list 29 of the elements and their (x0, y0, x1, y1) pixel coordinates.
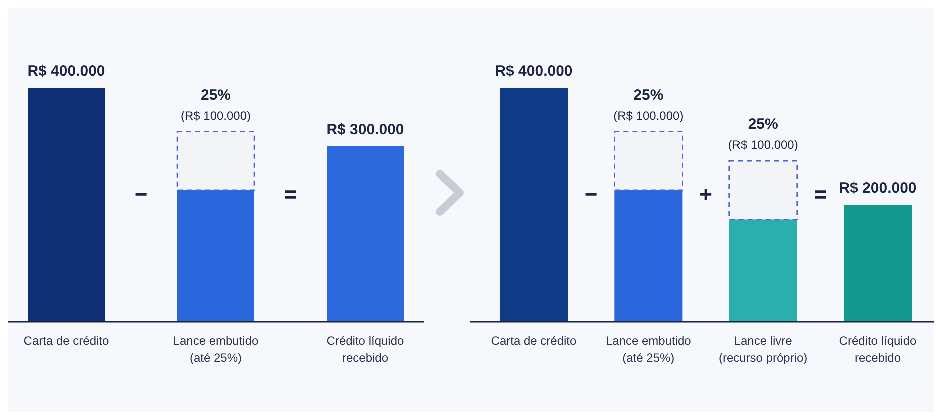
data-label: R$ 200.000 (839, 180, 917, 197)
bar (327, 146, 404, 322)
bar (729, 220, 798, 322)
data-label: 25% (R$ 100.000) (180, 86, 252, 123)
annotation: = (814, 182, 828, 207)
bar (844, 205, 912, 322)
bar (728, 160, 798, 220)
bar (500, 88, 568, 322)
x-tick-label: Lance embutido (até 25%) (173, 334, 260, 365)
data-label: 25% (R$ 100.000) (614, 86, 684, 123)
bar (28, 88, 105, 322)
data-label: 25% (R$ 100.000) (728, 116, 798, 152)
x-tick-label: Crédito líquido recebido (326, 334, 405, 365)
x-tick-label: Carta de crédito (491, 334, 578, 348)
annotation: − (134, 182, 148, 207)
bar (176, 131, 256, 192)
bar (614, 131, 684, 192)
data-label: R$ 400.000 (28, 63, 106, 80)
x-tick-label: Carta de crédito (24, 334, 110, 348)
x-tick-label: Lance livre (recurso próprio) (718, 334, 808, 365)
annotation: − (584, 182, 598, 207)
bar (614, 190, 683, 322)
x-tick-label: Crédito líquido recebido (839, 334, 918, 365)
annotation: + (700, 182, 712, 207)
data-label: R$ 400.000 (495, 63, 573, 80)
annotation: = (284, 182, 298, 207)
x-tick-label: Lance embutido (até 25%) (606, 334, 692, 365)
data-label: R$ 300.000 (326, 122, 404, 138)
bar (178, 190, 254, 322)
